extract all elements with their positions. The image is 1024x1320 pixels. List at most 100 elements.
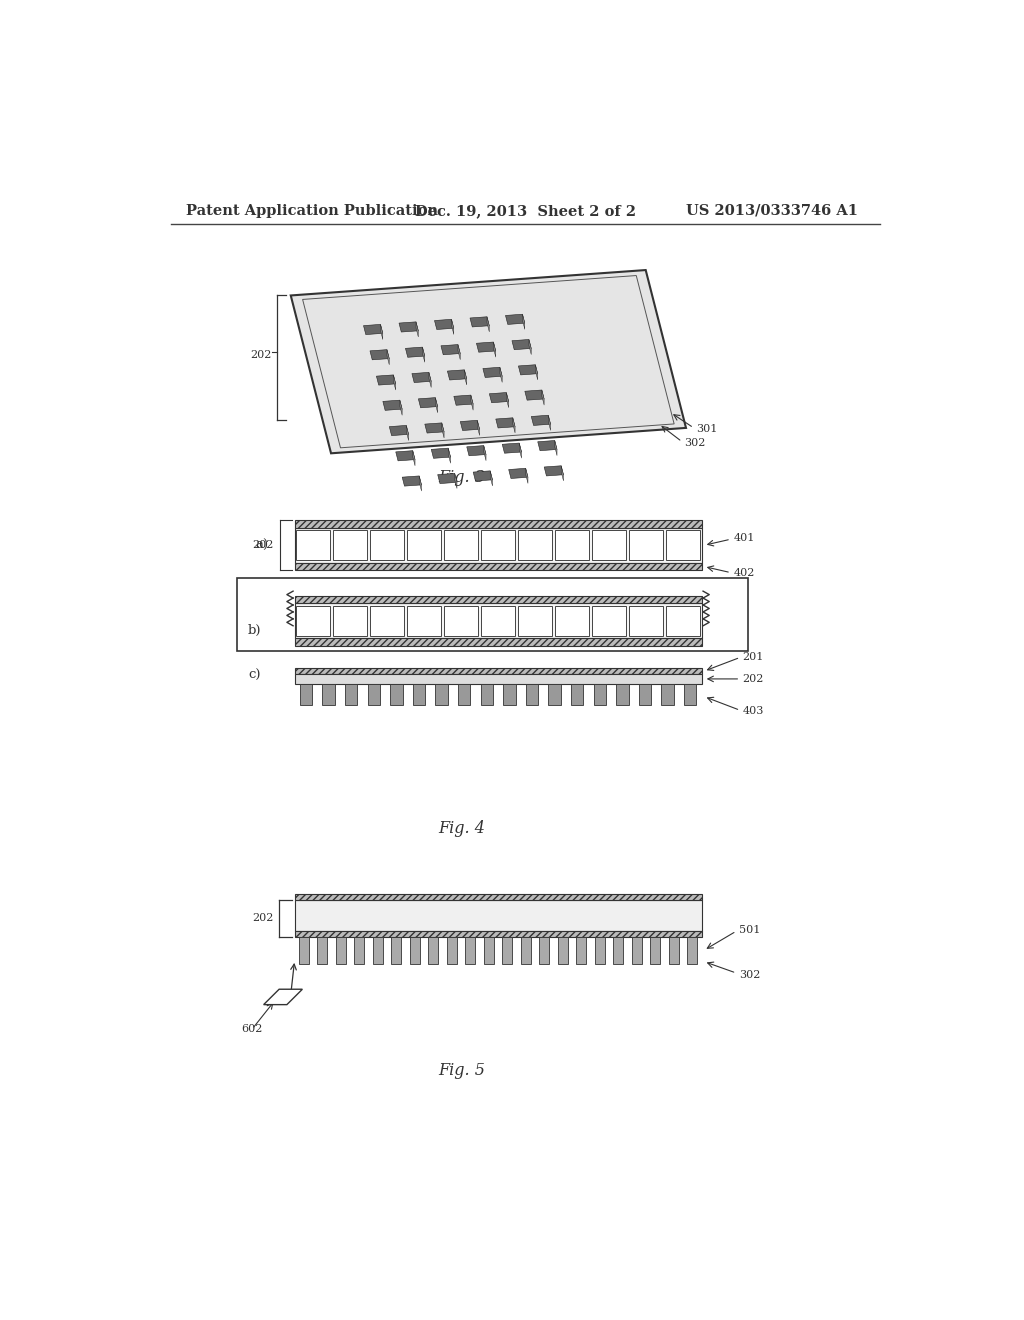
- Polygon shape: [399, 322, 418, 333]
- Bar: [616, 684, 629, 705]
- Bar: [577, 937, 587, 964]
- Bar: [323, 684, 335, 705]
- Text: 302: 302: [738, 970, 760, 979]
- Text: 202: 202: [252, 540, 273, 550]
- Polygon shape: [494, 342, 496, 358]
- Text: 402: 402: [733, 569, 755, 578]
- Polygon shape: [377, 375, 395, 385]
- Text: 302: 302: [684, 438, 706, 449]
- Bar: [687, 937, 697, 964]
- Text: c): c): [248, 669, 261, 682]
- Polygon shape: [449, 447, 451, 463]
- Text: US 2013/0333746 A1: US 2013/0333746 A1: [686, 203, 858, 218]
- Bar: [443, 606, 478, 636]
- Bar: [465, 937, 475, 964]
- Bar: [295, 931, 701, 937]
- Polygon shape: [536, 364, 538, 380]
- Polygon shape: [429, 372, 431, 388]
- Bar: [480, 606, 515, 636]
- Bar: [413, 684, 425, 705]
- Bar: [558, 937, 568, 964]
- Bar: [669, 937, 679, 964]
- Text: 301: 301: [696, 424, 718, 434]
- Polygon shape: [538, 441, 557, 450]
- Polygon shape: [555, 441, 557, 455]
- Polygon shape: [519, 444, 521, 458]
- Text: 202: 202: [252, 913, 273, 924]
- Polygon shape: [467, 446, 486, 455]
- Bar: [540, 937, 550, 964]
- Bar: [295, 528, 701, 562]
- Bar: [295, 675, 701, 684]
- Polygon shape: [423, 347, 425, 362]
- Polygon shape: [407, 425, 409, 441]
- Polygon shape: [370, 350, 389, 360]
- Bar: [370, 606, 404, 636]
- Bar: [521, 937, 530, 964]
- Text: 401: 401: [733, 533, 755, 544]
- Bar: [390, 684, 402, 705]
- Polygon shape: [395, 450, 415, 461]
- Polygon shape: [393, 375, 395, 389]
- Polygon shape: [454, 395, 473, 405]
- Bar: [662, 684, 674, 705]
- Bar: [592, 606, 627, 636]
- Bar: [571, 684, 584, 705]
- Bar: [336, 937, 346, 964]
- Polygon shape: [402, 477, 422, 486]
- Polygon shape: [531, 416, 551, 425]
- Polygon shape: [263, 989, 302, 1005]
- Bar: [666, 531, 700, 560]
- Text: Fig. 3: Fig. 3: [438, 470, 484, 487]
- Polygon shape: [458, 345, 460, 359]
- Bar: [518, 531, 552, 560]
- Text: Fig. 4: Fig. 4: [438, 820, 484, 837]
- Polygon shape: [431, 447, 451, 458]
- Polygon shape: [525, 389, 544, 400]
- Polygon shape: [381, 325, 383, 339]
- Bar: [518, 606, 552, 636]
- Text: 201: 201: [742, 652, 764, 661]
- Polygon shape: [387, 350, 389, 364]
- Polygon shape: [416, 322, 418, 337]
- Polygon shape: [506, 314, 524, 325]
- Bar: [295, 562, 701, 570]
- Bar: [407, 606, 441, 636]
- Polygon shape: [548, 416, 551, 430]
- Polygon shape: [544, 466, 563, 477]
- Polygon shape: [477, 420, 479, 436]
- Polygon shape: [425, 422, 444, 433]
- Bar: [295, 603, 701, 638]
- Bar: [555, 531, 590, 560]
- Bar: [549, 684, 561, 705]
- Polygon shape: [437, 474, 457, 483]
- Polygon shape: [525, 469, 528, 483]
- Text: a): a): [256, 539, 269, 552]
- Polygon shape: [489, 392, 509, 403]
- Polygon shape: [522, 314, 524, 330]
- Polygon shape: [483, 367, 502, 378]
- Bar: [666, 606, 700, 636]
- Text: Dec. 19, 2013  Sheet 2 of 2: Dec. 19, 2013 Sheet 2 of 2: [415, 203, 636, 218]
- Bar: [296, 531, 331, 560]
- Polygon shape: [476, 342, 496, 352]
- Polygon shape: [500, 367, 502, 383]
- Polygon shape: [506, 392, 509, 408]
- Polygon shape: [406, 347, 425, 358]
- Bar: [407, 531, 441, 560]
- Polygon shape: [471, 395, 473, 411]
- Bar: [295, 668, 701, 675]
- Bar: [503, 684, 515, 705]
- Polygon shape: [447, 370, 467, 380]
- Polygon shape: [465, 370, 467, 385]
- Text: 202: 202: [742, 675, 764, 684]
- Bar: [299, 937, 309, 964]
- Bar: [592, 531, 627, 560]
- Bar: [237, 578, 748, 651]
- Polygon shape: [383, 400, 402, 411]
- Polygon shape: [473, 471, 493, 480]
- Bar: [443, 531, 478, 560]
- Polygon shape: [490, 471, 493, 486]
- Polygon shape: [364, 325, 383, 334]
- Polygon shape: [434, 319, 454, 330]
